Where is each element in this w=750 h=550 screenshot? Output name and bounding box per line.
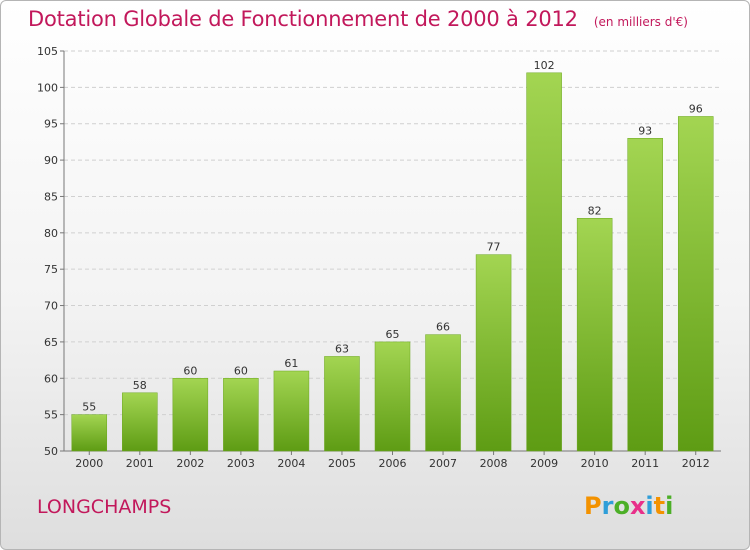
value-label: 65 bbox=[386, 328, 400, 341]
logo-letter: x bbox=[629, 492, 646, 520]
x-tick-label: 2003 bbox=[227, 457, 255, 470]
bar-2000 bbox=[71, 414, 108, 452]
x-tick-label: 2008 bbox=[480, 457, 508, 470]
value-label: 66 bbox=[436, 321, 450, 334]
logo-letter: i bbox=[665, 492, 674, 520]
x-tick-label: 2004 bbox=[277, 457, 305, 470]
chart-title: Dotation Globale de Fonctionnement de 20… bbox=[28, 7, 688, 31]
x-tick-label: 2009 bbox=[530, 457, 558, 470]
bar-2006 bbox=[374, 341, 411, 452]
bar-2007 bbox=[425, 334, 461, 452]
y-tick-label: 50 bbox=[44, 445, 58, 458]
y-tick-label: 90 bbox=[44, 154, 58, 167]
value-label: 63 bbox=[335, 342, 349, 355]
value-label: 102 bbox=[534, 59, 555, 72]
logo-letter: P bbox=[584, 492, 602, 520]
bar-2009 bbox=[526, 72, 562, 452]
title-text: Dotation Globale de Fonctionnement de 20… bbox=[28, 7, 578, 31]
y-tick-label: 60 bbox=[44, 372, 58, 385]
x-tick-label: 2002 bbox=[176, 457, 204, 470]
y-tick-label: 55 bbox=[44, 409, 58, 422]
y-tick-label: 105 bbox=[37, 45, 58, 58]
unit-label: (en milliers d'€) bbox=[593, 15, 688, 29]
value-label: 82 bbox=[588, 204, 602, 217]
bar-2002 bbox=[172, 378, 209, 452]
bar-2003 bbox=[223, 378, 259, 452]
value-label: 60 bbox=[234, 364, 248, 377]
value-label: 96 bbox=[689, 102, 703, 115]
logo-letter: r bbox=[601, 492, 614, 520]
y-tick-label: 75 bbox=[44, 263, 58, 276]
x-tick-label: 2010 bbox=[581, 457, 609, 470]
x-tick-label: 2007 bbox=[429, 457, 457, 470]
logo-letter: i bbox=[645, 492, 654, 520]
x-tick-label: 2012 bbox=[682, 457, 710, 470]
bar-2012 bbox=[677, 116, 714, 452]
x-tick-label: 2001 bbox=[126, 457, 154, 470]
x-tick-label: 2005 bbox=[328, 457, 356, 470]
value-label: 55 bbox=[82, 401, 96, 414]
bar-2010 bbox=[576, 218, 613, 452]
value-label: 61 bbox=[284, 357, 298, 370]
y-tick-label: 100 bbox=[37, 81, 58, 94]
bar-2011 bbox=[627, 138, 663, 452]
bar-2001 bbox=[122, 392, 158, 452]
proxiti-logo: Proxiti bbox=[584, 492, 673, 520]
y-tick-label: 65 bbox=[44, 336, 58, 349]
bar-2004 bbox=[273, 370, 310, 452]
logo-letter: t bbox=[653, 492, 666, 520]
x-tick-label: 2000 bbox=[75, 457, 103, 470]
x-tick-label: 2006 bbox=[379, 457, 407, 470]
y-tick-label: 70 bbox=[44, 300, 58, 313]
y-tick-label: 85 bbox=[44, 190, 58, 203]
bar-2005 bbox=[324, 356, 360, 452]
value-label: 77 bbox=[487, 241, 501, 254]
y-tick-label: 95 bbox=[44, 118, 58, 131]
value-label: 93 bbox=[638, 124, 652, 137]
value-label: 58 bbox=[133, 379, 147, 392]
value-label: 60 bbox=[183, 364, 197, 377]
commune-name: LONGCHAMPS bbox=[37, 496, 172, 518]
bar-2008 bbox=[475, 254, 512, 452]
logo-letter: o bbox=[613, 492, 630, 520]
y-tick-label: 80 bbox=[44, 227, 58, 240]
x-tick-label: 2011 bbox=[631, 457, 659, 470]
